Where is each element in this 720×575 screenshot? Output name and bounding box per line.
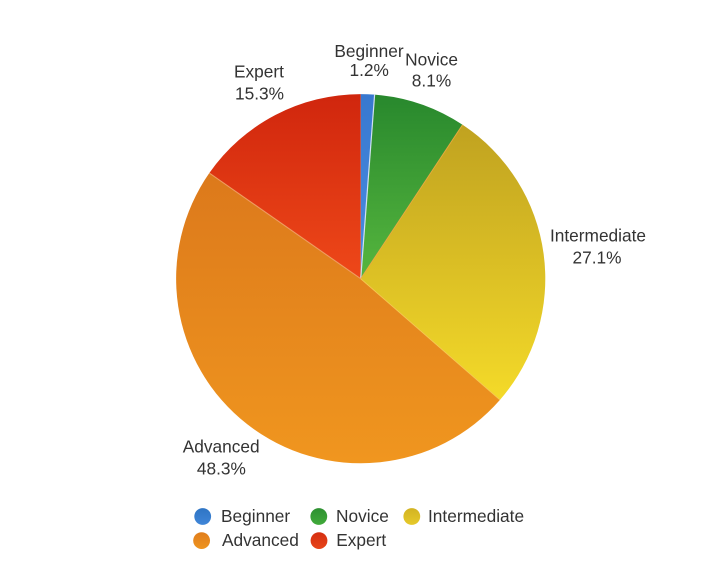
svg-text:Expert: Expert — [336, 530, 386, 550]
svg-text:27.1%: 27.1% — [572, 248, 621, 268]
svg-text:1.2%: 1.2% — [350, 60, 389, 80]
svg-text:Novice: Novice — [405, 49, 458, 69]
svg-text:Beginner: Beginner — [221, 506, 290, 526]
svg-text:15.3%: 15.3% — [235, 83, 284, 103]
svg-text:Intermediate: Intermediate — [550, 226, 646, 246]
svg-text:Novice: Novice — [336, 506, 389, 526]
svg-text:8.1%: 8.1% — [412, 71, 451, 91]
svg-text:Advanced: Advanced — [183, 437, 260, 457]
svg-text:Advanced: Advanced — [222, 530, 299, 550]
svg-text:Expert: Expert — [234, 61, 284, 81]
svg-text:Beginner: Beginner — [334, 41, 403, 61]
svg-text:48.3%: 48.3% — [197, 459, 246, 479]
svg-text:Intermediate: Intermediate — [428, 506, 524, 526]
